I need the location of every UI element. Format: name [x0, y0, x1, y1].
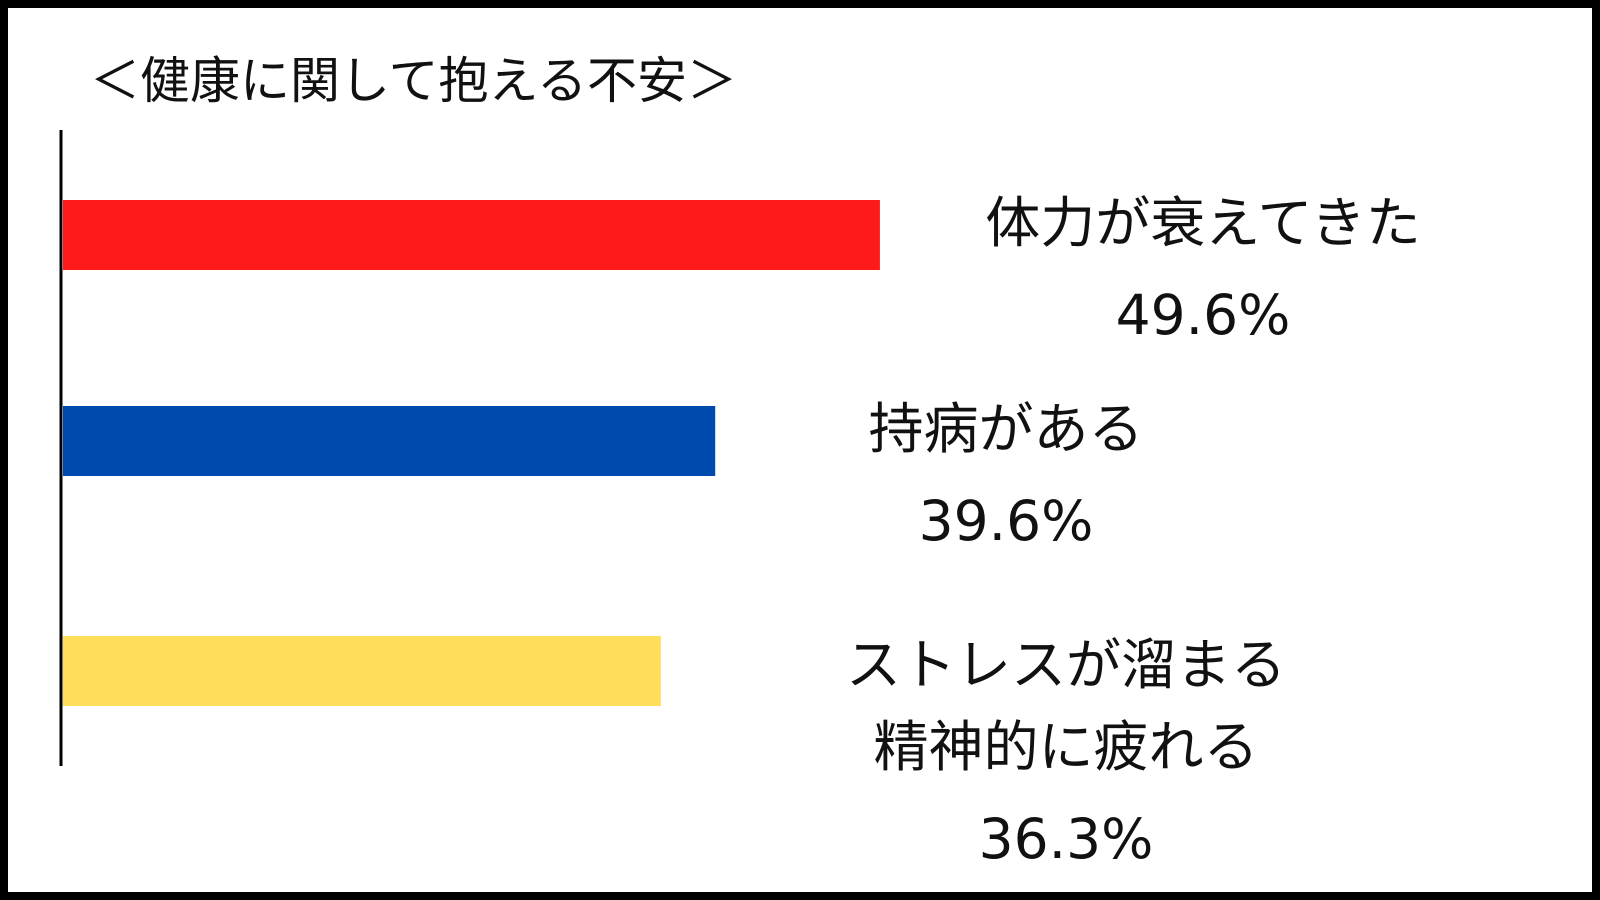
- category-label-1: 体力が衰えてきた: [985, 191, 1421, 255]
- bar-chart: ＜健康に関して抱える不安＞ 体力が衰えてきた 49.6% 持病がある 39.6% ストレ…: [59, 52, 1421, 871]
- bar-3: [63, 636, 661, 706]
- bar-1: [63, 200, 880, 270]
- chart-title: ＜健康に関して抱える不安＞: [90, 52, 737, 110]
- bar-2: [63, 406, 716, 476]
- chart-frame: ＜健康に関して抱える不安＞ 体力が衰えてきた 49.6% 持病がある 39.6% ストレ…: [8, 8, 1592, 892]
- category-label-3-line-1: ストレスが溜まる: [846, 633, 1286, 697]
- bars-group: [63, 200, 880, 706]
- value-label-2: 39.6%: [919, 489, 1094, 553]
- category-label-3-line-2: 精神的に疲れる: [873, 715, 1258, 779]
- category-label-2: 持病がある: [868, 397, 1143, 461]
- value-label-1: 49.6%: [1116, 283, 1291, 347]
- value-label-3: 36.3%: [979, 807, 1154, 871]
